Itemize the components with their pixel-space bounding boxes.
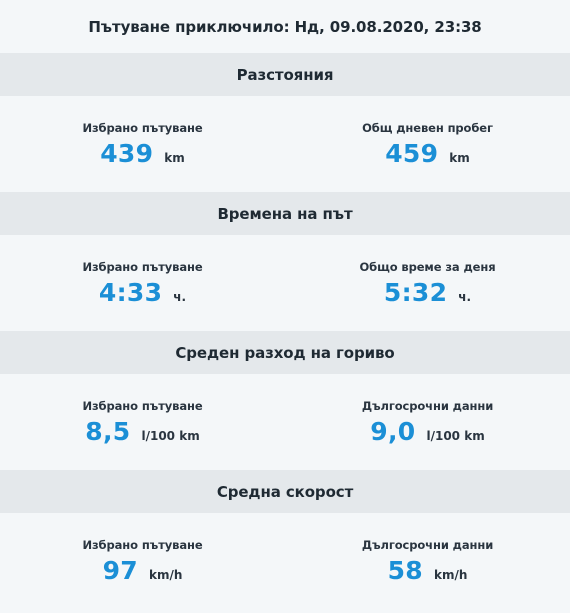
stat-label: Избрано пътуване <box>82 260 203 274</box>
stat-unit: ч. <box>458 290 472 304</box>
stat-longterm-fuel: Дългосрочни данни 9,0 l/100 km <box>285 374 570 470</box>
stat-selected-trip-distance: Избрано пътуване 439 km <box>0 96 285 192</box>
trip-end-header: Пътуване приключило: Нд, 09.08.2020, 23:… <box>0 0 570 53</box>
stat-label: Избрано пътуване <box>82 121 203 135</box>
stat-value: 439 <box>100 139 154 168</box>
stat-value: 5:32 <box>383 278 448 307</box>
stat-label: Общо време за деня <box>359 260 496 274</box>
stat-value: 4:33 <box>98 278 163 307</box>
stat-label: Дългосрочни данни <box>361 399 494 413</box>
stat-unit: km <box>164 151 185 165</box>
section-title-fuel-consumption: Среден разход на гориво <box>0 331 570 374</box>
stat-label: Общ дневен пробег <box>362 121 493 135</box>
stat-unit: km <box>449 151 470 165</box>
section-title-distances: Разстояния <box>0 53 570 96</box>
section-fuel-consumption: Избрано пътуване 8,5 l/100 km Дългосрочн… <box>0 374 570 470</box>
stat-unit: km/h <box>148 568 183 582</box>
stat-selected-trip-fuel: Избрано пътуване 8,5 l/100 km <box>0 374 285 470</box>
section-title-average-speed: Средна скорост <box>0 470 570 513</box>
stat-unit: ч. <box>173 290 187 304</box>
stat-unit: l/100 km <box>426 429 485 443</box>
stat-value: 8,5 <box>85 417 131 446</box>
stat-label: Дългосрочни данни <box>361 538 494 552</box>
stat-value: 9,0 <box>370 417 416 446</box>
section-distances: Избрано пътуване 439 km Общ дневен пробе… <box>0 96 570 192</box>
section-travel-times: Избрано пътуване 4:33 ч. Общо време за д… <box>0 235 570 331</box>
stat-value: 97 <box>102 556 138 585</box>
stat-selected-trip-speed: Избрано пътуване 97 km/h <box>0 513 285 609</box>
section-title-travel-times: Времена на път <box>0 192 570 235</box>
stat-label: Избрано пътуване <box>82 538 203 552</box>
stat-value: 58 <box>387 556 423 585</box>
stat-label: Избрано пътуване <box>82 399 203 413</box>
stat-unit: l/100 km <box>141 429 200 443</box>
stat-selected-trip-time: Избрано пътуване 4:33 ч. <box>0 235 285 331</box>
stat-daily-time: Общо време за деня 5:32 ч. <box>285 235 570 331</box>
stat-daily-distance: Общ дневен пробег 459 km <box>285 96 570 192</box>
stat-unit: km/h <box>433 568 468 582</box>
stat-longterm-speed: Дългосрочни данни 58 km/h <box>285 513 570 609</box>
stat-value: 459 <box>385 139 439 168</box>
section-average-speed: Избрано пътуване 97 km/h Дългосрочни дан… <box>0 513 570 609</box>
